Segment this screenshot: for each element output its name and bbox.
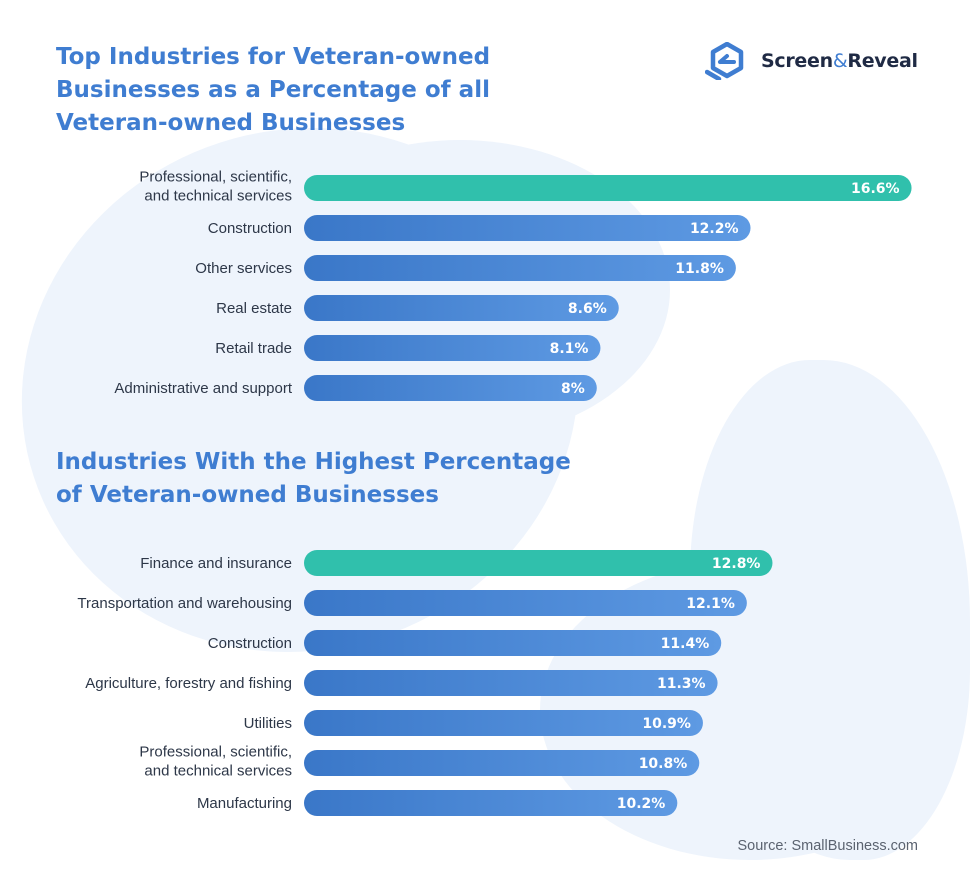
bar xyxy=(304,750,700,776)
chart-top-industries: 16.6% Professional, scientific, and techni… xyxy=(114,169,912,401)
bar xyxy=(304,375,597,401)
bar-value-label: 10.9% xyxy=(642,716,691,732)
brand-name: Screen&Reveal xyxy=(761,50,918,72)
category-label: Utilities xyxy=(244,715,292,732)
category-label: Agriculture, forestry and fishing xyxy=(85,675,292,692)
category-label: Other services xyxy=(195,260,292,277)
bar-value-label: 11.3% xyxy=(657,676,706,692)
brand-logo: Screen&Reveal xyxy=(705,41,918,81)
category-label: Professional, scientific, and technical s… xyxy=(139,744,292,780)
bar-value-label: 8.1% xyxy=(550,341,589,357)
category-label: Construction xyxy=(208,635,292,652)
source-note: Source: SmallBusiness.com xyxy=(737,838,918,854)
bar-value-label: 12.8% xyxy=(712,556,761,572)
bar-value-label: 8% xyxy=(561,381,585,397)
category-label: Construction xyxy=(208,220,292,237)
bar xyxy=(304,215,751,241)
bar xyxy=(304,255,736,281)
screen-and-reveal-logo-icon xyxy=(705,42,744,80)
bar xyxy=(304,295,619,321)
category-label: Finance and insurance xyxy=(140,555,292,572)
bar-value-label: 12.2% xyxy=(690,221,739,237)
bar-value-label: 10.2% xyxy=(617,796,666,812)
bar-value-label: 12.1% xyxy=(686,596,735,612)
bar xyxy=(304,630,722,656)
bar xyxy=(304,790,678,816)
category-label: Manufacturing xyxy=(197,795,292,812)
bar-value-label: 8.6% xyxy=(568,301,607,317)
bar xyxy=(304,550,773,576)
bar-value-label: 10.8% xyxy=(639,756,688,772)
bar xyxy=(304,670,718,696)
bar xyxy=(304,710,703,736)
bar xyxy=(304,335,601,361)
category-label: Administrative and support xyxy=(114,380,292,397)
bar-value-label: 16.6% xyxy=(851,181,900,197)
chart-highest-percentage: 12.8% Finance and insurance 12.1% Transport… xyxy=(77,550,773,816)
chart-title-top-industries: Top Industries for Veteran-owned Busines… xyxy=(56,44,491,136)
category-label: Real estate xyxy=(216,300,292,317)
bar xyxy=(304,175,912,201)
bar-value-label: 11.8% xyxy=(675,261,724,277)
category-label: Retail trade xyxy=(215,340,292,357)
chart-title-highest-percentage: Industries With the Highest Percentage o… xyxy=(56,449,571,508)
category-label: Transportation and warehousing xyxy=(77,595,292,612)
category-label: Professional, scientific, and technical s… xyxy=(139,169,292,205)
bar xyxy=(304,590,747,616)
bar-value-label: 11.4% xyxy=(661,636,710,652)
